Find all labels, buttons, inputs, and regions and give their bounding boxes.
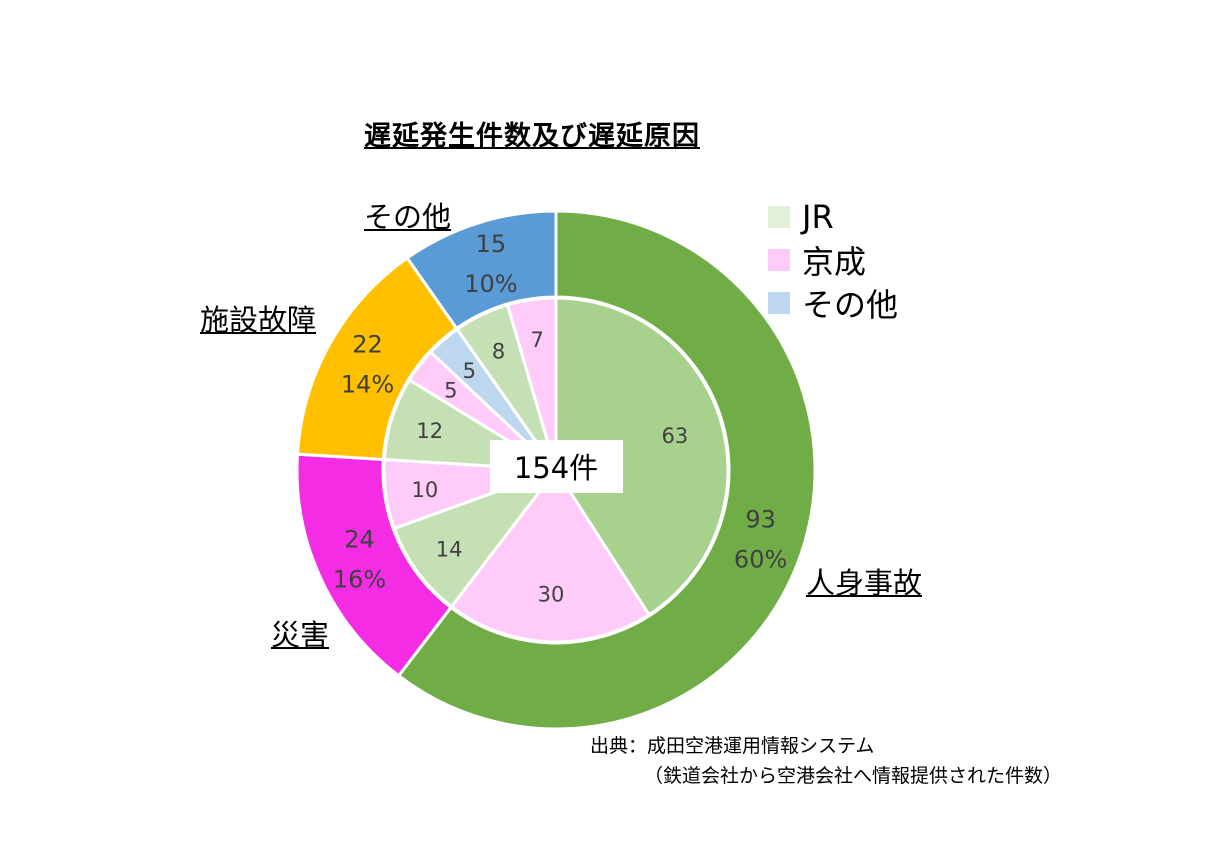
center-total-label: 154件	[514, 451, 598, 485]
outer-value-label-1: 24	[344, 526, 375, 554]
inner-slice-2	[392, 466, 561, 609]
inner-slice-1	[449, 467, 652, 644]
inner-pie	[382, 296, 730, 644]
inner-value-label-5: 5	[444, 379, 457, 403]
legend: JR 京成 その他	[768, 195, 898, 324]
category-label-saigai: 災害	[271, 618, 330, 652]
chart-title: 遅延発生件数及び遅延原因	[364, 121, 700, 152]
legend-item-other: その他	[768, 281, 898, 324]
category-label-sonota: その他	[364, 200, 452, 234]
legend-label-keisei: 京成	[802, 242, 867, 281]
center-total: 154件	[490, 440, 623, 493]
source-note: 出典：成田空港運用情報システム （鉄道会社から空港会社へ情報提供された件数）	[590, 731, 1062, 791]
category-label-shisetsu: 施設故障	[200, 303, 317, 337]
legend-label-jr: JR	[802, 197, 834, 236]
outer-percent-label-0: 60%	[734, 545, 787, 573]
inner-value-label-6: 5	[463, 359, 476, 383]
inner-value-label-2: 14	[436, 537, 463, 561]
outer-value-label-3: 15	[476, 230, 507, 258]
inner-value-label-8: 7	[530, 328, 543, 352]
legend-swatch-other	[768, 291, 790, 314]
legend-swatch-jr	[768, 205, 790, 228]
outer-percent-label-1: 16%	[333, 566, 386, 594]
legend-label-other: その他	[802, 285, 899, 324]
center-total-box	[490, 440, 623, 493]
source-line-2: （鉄道会社から空港会社へ情報提供された件数）	[644, 765, 1063, 787]
inner-slice-8	[505, 296, 558, 471]
legend-swatch-keisei	[768, 248, 790, 271]
inner-value-label-4: 12	[416, 419, 443, 443]
source-line-1: 出典：成田空港運用情報システム	[590, 735, 875, 757]
legend-item-keisei: 京成	[768, 238, 898, 281]
category-label-jinshin: 人身事故	[806, 566, 923, 600]
legend-item-jr: JR	[768, 195, 898, 238]
inner-value-label-0: 63	[661, 424, 688, 448]
outer-percent-label-3: 10%	[464, 270, 517, 298]
inner-value-label-1: 30	[538, 583, 565, 607]
outer-value-label-2: 22	[352, 331, 383, 359]
outer-percent-label-2: 14%	[341, 371, 394, 399]
outer-value-label-0: 93	[745, 505, 776, 533]
inner-value-label-7: 8	[492, 340, 505, 364]
inner-value-label-3: 10	[412, 478, 439, 502]
